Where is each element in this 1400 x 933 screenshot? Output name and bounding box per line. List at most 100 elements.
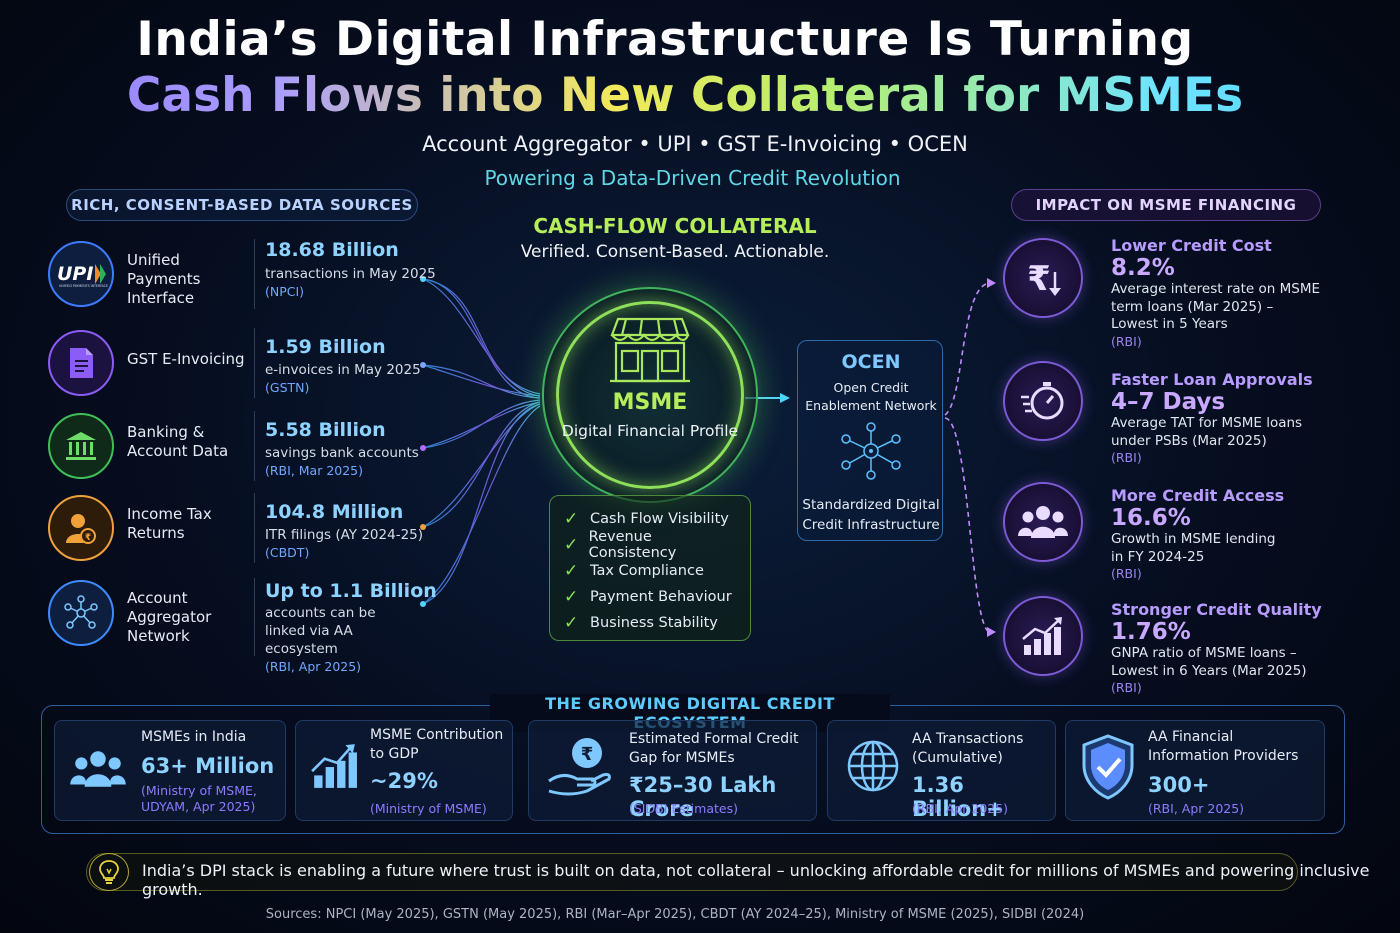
impact-heading: IMPACT ON MSME FINANCING (1011, 189, 1321, 221)
divider (254, 578, 255, 656)
ocen-subtitle: Open Credit Enablement Network (805, 380, 937, 413)
network-hub-icon (841, 422, 901, 480)
ecosystem-value: 63+ Million (141, 754, 275, 778)
page-title-line1: India’s Digital Infrastructure Is Turnin… (136, 12, 1194, 67)
cash-flow-collateral-subtitle: Verified. Consent-Based. Actionable. (520, 242, 830, 262)
bar-growth-icon (311, 744, 357, 788)
msme-inner-ring (556, 301, 744, 489)
source-citation: (RBI, Mar 2025) (265, 463, 364, 478)
msme-label: MSME (612, 390, 688, 415)
bank-icon (48, 413, 114, 479)
checklist-item: ✓ Revenue Consistency (564, 529, 677, 561)
source-row-income-tax: ₹ Income Tax Returns 104.8 Million ITR f… (40, 491, 485, 573)
impact-value: 8.2% (1111, 255, 1175, 281)
source-name: GST E-Invoicing (127, 350, 245, 368)
source-desc: transactions in May 2025 (NPCI) (265, 266, 436, 299)
ecosystem-card: ₹ Estimated Formal Credit Gap for MSMEs … (528, 720, 817, 821)
people-group-icon (70, 751, 126, 787)
checklist-item: ✓ Business Stability (564, 613, 718, 633)
source-citation: (RBI, Apr 2025) (265, 659, 362, 674)
checklist-item: ✓ Cash Flow Visibility (564, 509, 729, 529)
ocen-box: OCEN Open Credit Enablement Network Stan… (797, 340, 943, 541)
impact-value: 16.6% (1111, 505, 1191, 531)
rupee-hand-icon: ₹ (548, 738, 611, 796)
source-row-gst: GST E-Invoicing 1.59 Billion e-invoices … (40, 326, 485, 408)
upi-logo-icon: UPI UNIFIED PAYMENTS INTERFACE (48, 241, 114, 307)
divider (254, 411, 255, 481)
source-citation: (GSTN) (265, 380, 310, 395)
source-desc: savings bank accounts (RBI, Mar 2025) (265, 445, 419, 478)
impact-title: Faster Loan Approvals (1111, 370, 1313, 389)
ecosystem-card: AA Financial Information Providers 300+ … (1065, 720, 1325, 821)
source-name: Account Aggregator Network (127, 589, 212, 645)
ecosystem-source: (RBI, Apr 2025) (912, 801, 1009, 816)
ecosystem-source: (Ministry of MSME) (370, 801, 487, 816)
source-stat: 1.59 Billion (265, 336, 386, 358)
impact-source: (RBI) (1111, 333, 1142, 349)
globe-icon (847, 740, 899, 792)
ecosystem-card: AA Transactions (Cumulative) 1.36 Billio… (827, 720, 1056, 821)
impact-item: Faster Loan Approvals 4–7 Days Average T… (1111, 370, 1351, 465)
tax-person-icon: ₹ (48, 495, 114, 561)
impact-source: (RBI) (1111, 680, 1142, 695)
source-desc: e-invoices in May 2025 (GSTN) (265, 362, 421, 395)
ecosystem-label: Estimated Formal Credit Gap for MSMEs (629, 731, 799, 766)
svg-text:₹: ₹ (1027, 259, 1051, 299)
ecosystem-label: MSME Contribution to GDP (370, 727, 504, 762)
ecosystem-source: (SIDBI Estimates) (629, 801, 738, 816)
source-row-account-aggregator: Account Aggregator Network Up to 1.1 Bil… (40, 576, 485, 674)
impact-desc: Growth in MSME lending in FY 2024-25 (1111, 531, 1276, 565)
sources-line: Sources: NPCI (May 2025), GSTN (May 2025… (265, 907, 1085, 922)
collateral-checklist: ✓ Cash Flow Visibility ✓ Revenue Consisten… (549, 495, 751, 641)
divider (254, 239, 255, 309)
ecosystem-value: 300+ (1148, 773, 1210, 797)
impact-value: 1.76% (1111, 619, 1191, 645)
source-name: Income Tax Returns (127, 505, 212, 542)
shield-check-icon (1082, 734, 1134, 800)
divider (254, 493, 255, 563)
people-group-icon (1003, 482, 1083, 562)
check-icon: ✓ (564, 587, 579, 607)
ecosystem-value: ~29% (370, 769, 438, 793)
svg-text:₹: ₹ (581, 744, 594, 765)
lightbulb-icon (89, 853, 129, 891)
source-citation: (NPCI) (265, 284, 305, 299)
ecosystem-card: MSME Contribution to GDP ~29% (Ministry … (295, 720, 513, 821)
check-icon: ✓ (564, 561, 579, 581)
growth-chart-icon (1003, 596, 1083, 676)
svg-text:₹: ₹ (85, 533, 91, 543)
stopwatch-icon (1003, 361, 1083, 441)
check-icon: ✓ (564, 509, 579, 529)
rupee-down-icon: ₹ (1003, 238, 1083, 318)
impact-item: Lower Credit Cost 8.2% Average interest … (1111, 236, 1351, 349)
impact-title: Stronger Credit Quality (1111, 600, 1322, 619)
source-name: Unified Payments Interface (127, 251, 201, 307)
upi-logo-subtext: UNIFIED PAYMENTS INTERFACE (59, 284, 108, 288)
impact-source: (RBI) (1111, 566, 1142, 581)
source-stat: 104.8 Million (265, 501, 404, 523)
impact-item: More Credit Access 16.6% Growth in MSME … (1111, 486, 1351, 581)
ecosystem-value: 1.36 Billion+ (912, 773, 1004, 821)
footer-message: India’s DPI stack is enabling a future w… (142, 861, 1370, 899)
ecosystem-label: MSMEs in India (141, 729, 247, 745)
document-icon (48, 330, 114, 396)
source-desc: accounts can be linked via AA ecosystem … (265, 605, 376, 674)
impact-title: Lower Credit Cost (1111, 236, 1272, 255)
data-sources-heading: RICH, CONSENT-BASED DATA SOURCES (66, 189, 418, 221)
ecosystem-card: MSMEs in India 63+ Million (Ministry of … (54, 720, 286, 821)
source-row-upi: UPI UNIFIED PAYMENTS INTERFACE Unified P… (40, 237, 485, 319)
ecosystem-label: AA Transactions (Cumulative) (912, 731, 1024, 766)
impact-source: (RBI) (1111, 450, 1142, 465)
page-subtitle: Account Aggregator • UPI • GST E-Invoici… (422, 132, 968, 156)
divider (254, 328, 255, 398)
checklist-item: ✓ Tax Compliance (564, 561, 704, 581)
source-citation: (CBDT) (265, 545, 310, 560)
ocen-title: OCEN (841, 351, 901, 373)
footer-message-bar (86, 853, 1298, 891)
ecosystem-source: (RBI, Apr 2025) (1148, 801, 1245, 816)
page-title-line2: Cash Flows into New Collateral for MSMEs (0, 68, 1370, 123)
page-tagline: Powering a Data-Driven Credit Revolution (484, 166, 901, 190)
source-stat: 5.58 Billion (265, 419, 386, 441)
source-stat: Up to 1.1 Billion (265, 580, 437, 602)
